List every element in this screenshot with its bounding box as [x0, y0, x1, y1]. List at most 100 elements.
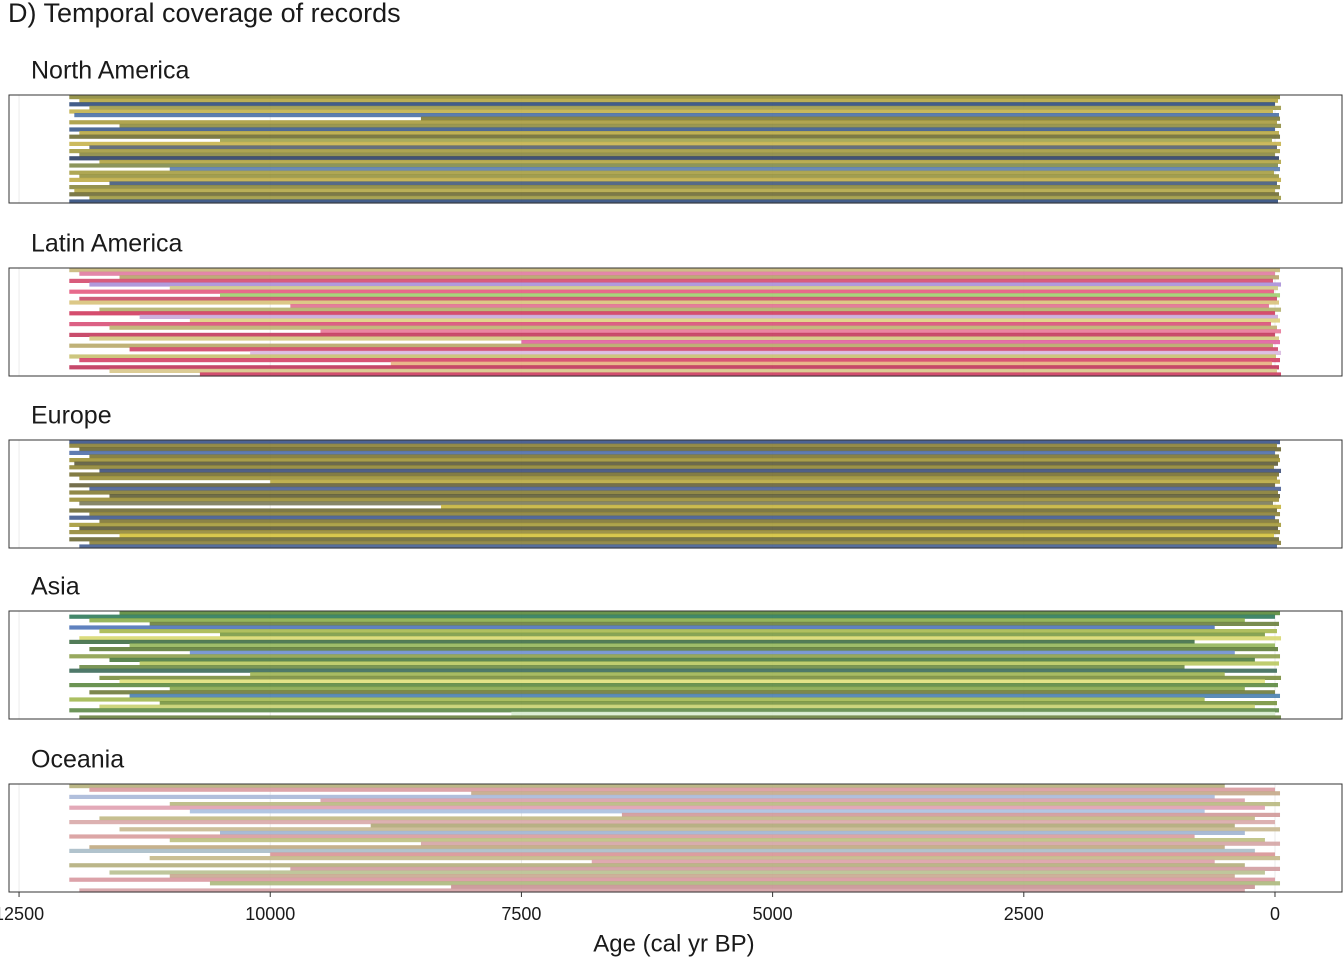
panel-title: Asia — [31, 573, 80, 601]
record-bar — [370, 823, 1235, 828]
record-bar — [219, 632, 1265, 637]
record-bar — [89, 145, 1277, 150]
record-bar — [69, 668, 1277, 673]
record-bar — [89, 195, 1282, 200]
record-bar — [69, 848, 1255, 853]
record-bar — [69, 170, 1274, 175]
record-bar — [189, 809, 1205, 814]
record-bar — [169, 874, 1235, 879]
record-bar — [89, 454, 1280, 459]
record-bar — [129, 693, 1281, 698]
record-bar — [471, 791, 1281, 796]
record-bar — [149, 621, 1280, 626]
record-bar — [69, 311, 1275, 316]
record-bar — [290, 304, 1269, 309]
record-bar — [219, 830, 1245, 835]
record-bar — [69, 149, 1281, 154]
record-bar — [69, 440, 1281, 445]
record-bar — [69, 472, 1280, 477]
record-bar — [189, 318, 1281, 323]
record-bar — [99, 307, 1282, 312]
record-bar — [69, 199, 1278, 204]
record-bar — [119, 679, 1265, 684]
record-bar — [250, 350, 1282, 355]
record-bar — [591, 859, 1215, 864]
record-bar — [69, 683, 1278, 688]
record-bar — [119, 611, 1281, 616]
record-bar — [621, 812, 1281, 817]
record-bar — [69, 805, 1265, 810]
record-bar — [69, 354, 1276, 359]
x-axis-title: Age (cal yr BP) — [593, 930, 754, 957]
record-bar — [79, 358, 1281, 363]
x-tick-label: 12500 — [0, 904, 44, 924]
record-bar — [109, 368, 1277, 373]
record-bar — [129, 347, 1278, 352]
record-bar — [69, 268, 1281, 273]
record-bar — [109, 494, 1281, 499]
record-bar — [69, 141, 1282, 146]
record-bar — [99, 519, 1280, 524]
record-bar — [69, 322, 1271, 327]
record-bar — [69, 820, 1275, 825]
record-bar — [69, 156, 1280, 161]
record-bar — [119, 533, 1274, 538]
panel-title: Oceania — [31, 746, 124, 774]
record-bar — [99, 159, 1282, 164]
record-bar — [511, 711, 1275, 716]
record-bar — [79, 271, 1275, 276]
record-bar — [109, 870, 1265, 875]
record-bar — [69, 163, 1278, 168]
record-bar — [109, 657, 1255, 662]
record-bar — [74, 461, 1278, 466]
record-bar — [69, 625, 1215, 630]
record-bar — [69, 490, 1278, 495]
record-bar — [69, 784, 1225, 789]
record-bar — [189, 650, 1235, 655]
record-bar — [99, 704, 1255, 709]
record-bar — [69, 332, 1275, 337]
record-bar — [79, 447, 1282, 452]
record-bar — [69, 530, 1281, 535]
record-bar — [69, 497, 1280, 502]
record-bar — [320, 329, 1282, 334]
record-bar — [521, 340, 1281, 345]
record-bar — [441, 504, 1282, 509]
panel-title: Europe — [31, 402, 112, 430]
record-bar — [89, 845, 1225, 850]
record-bar — [169, 838, 1265, 843]
record-bar — [89, 512, 1281, 517]
record-bar — [169, 686, 1245, 691]
record-bar — [69, 708, 1280, 713]
panel-border — [8, 610, 1343, 720]
record-bar — [79, 98, 1278, 103]
record-bar — [69, 863, 1245, 868]
x-tick-label: 7500 — [501, 904, 541, 924]
record-bar — [89, 486, 1282, 491]
record-bar — [270, 479, 1281, 484]
record-bar — [139, 661, 1280, 666]
record-bar — [119, 827, 1281, 832]
record-bar — [69, 120, 1277, 125]
record-bar — [79, 174, 1280, 179]
record-bar — [119, 275, 1280, 280]
record-bar — [69, 794, 1215, 799]
panel-border — [8, 439, 1343, 549]
record-bar — [89, 336, 1280, 341]
record-bar — [390, 361, 1272, 366]
record-bar — [169, 286, 1278, 291]
panel-border — [8, 783, 1343, 893]
record-bar — [69, 697, 1205, 702]
record-bar — [89, 282, 1282, 287]
panel-title: North America — [31, 57, 189, 85]
record-bar — [149, 856, 1281, 861]
x-tick-label: 10000 — [245, 904, 295, 924]
record-bar — [69, 102, 1275, 107]
record-bar — [99, 629, 1277, 634]
record-bar — [69, 278, 1273, 283]
record-bar — [69, 458, 1281, 463]
record-bar — [69, 834, 1195, 839]
x-tick-label: 5000 — [753, 904, 793, 924]
